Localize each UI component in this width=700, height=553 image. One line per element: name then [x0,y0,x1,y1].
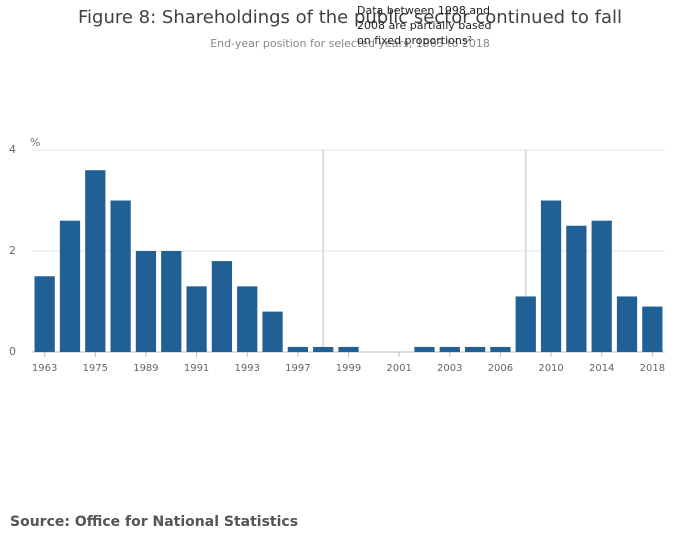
x-tick-label: 2001 [386,363,411,374]
bar [313,346,334,352]
bar [540,200,562,352]
bar [211,261,233,352]
bar [34,276,55,352]
x-tick-label: 2010 [538,363,563,374]
x-tick-label: 1993 [234,363,259,374]
annotation: Data between 1998 and [357,4,490,17]
bar [287,346,308,352]
bar [338,346,359,352]
y-tick-label: 0 [9,345,16,358]
x-tick-label: 1963 [32,363,57,374]
annotation: 2008 are partially based [357,19,491,32]
annotation: on fixed proportions² [357,34,472,47]
bar [110,200,131,352]
x-tick-label: 1991 [184,363,209,374]
bar [186,286,207,352]
x-tick-label: 2003 [437,363,462,374]
y-tick-label: 2 [9,244,16,257]
bar [616,296,638,352]
x-tick-label: 2018 [640,363,665,374]
chart-subtitle: End-year position for selected years, 19… [210,37,490,50]
bar [591,220,612,352]
x-tick-label: 1975 [83,363,108,374]
x-tick-label: 1989 [133,363,158,374]
bar [135,251,157,352]
bar [464,346,486,352]
source: Source: Office for National Statistics [10,514,298,530]
bar [262,311,283,352]
y-axis-label: % [30,136,40,149]
x-tick-label: 1999 [336,363,361,374]
x-tick-label: 1997 [285,363,310,374]
bar [642,306,663,352]
bar [515,296,536,352]
bar [85,170,106,352]
bar [490,346,511,352]
bar [414,346,435,352]
bar [439,346,460,352]
bar [161,251,182,352]
x-tick-label: 2014 [589,363,614,374]
chart-title: Figure 8: Shareholdings of the public se… [78,7,622,28]
bar [566,225,587,352]
bar [59,220,81,352]
x-tick-label: 2006 [488,363,513,374]
bar [237,286,258,352]
y-tick-label: 4 [9,143,16,156]
